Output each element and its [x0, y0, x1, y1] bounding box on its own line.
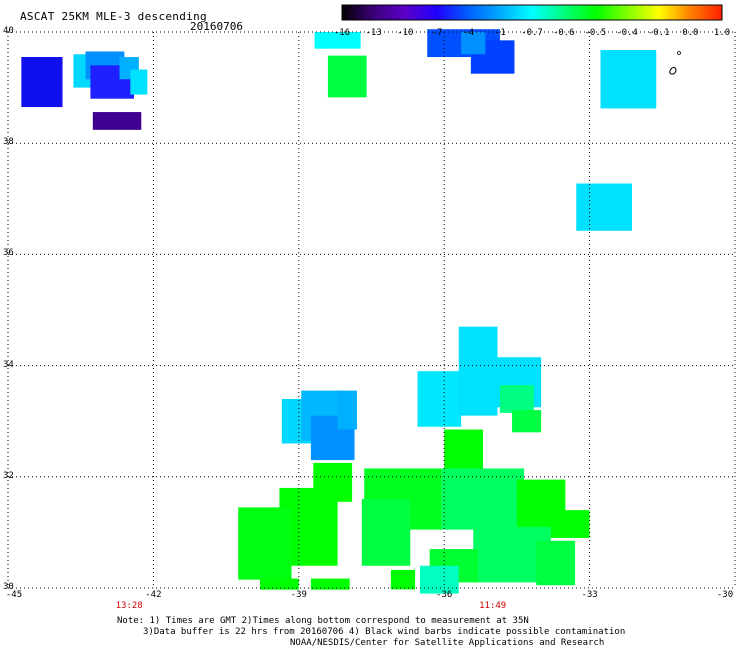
colorbar-tick-label: -7 — [431, 28, 443, 38]
lat-lon-grid — [7, 31, 736, 589]
colorbar-tick-label: -16 — [333, 28, 351, 38]
swath-cell — [327, 55, 367, 98]
colorbar-tick-label: 1.0 — [713, 28, 731, 38]
footer-note-line-1: Note: 1) Times are GMT 2)Times along bot… — [117, 616, 529, 626]
colorbar-tick-label: -0.5 — [584, 28, 607, 38]
swath-cell — [600, 50, 657, 109]
pass-time-label: 13:28 — [115, 601, 143, 611]
swath-cell — [458, 326, 498, 416]
colorbar-tick-label: -0.7 — [521, 28, 543, 38]
colorbar-tick-label: -1 — [494, 28, 506, 38]
colorbar-tick-label: 0.0 — [682, 28, 699, 38]
pass-time-label: 11:49 — [479, 601, 507, 611]
longitude-label: -36 — [436, 590, 453, 600]
swath-cell — [310, 578, 350, 590]
swath-cell — [499, 385, 534, 413]
swath-cell — [130, 69, 148, 95]
latitude-label: 34 — [3, 359, 14, 370]
footer-note-line-2: 3)Data buffer is 22 hrs from 20160706 4)… — [143, 627, 626, 637]
latitude-label: 32 — [3, 470, 14, 481]
latitude-label: 36 — [3, 248, 14, 259]
footer-credit: NOAA/NESDIS/Center for Satellite Applica… — [290, 638, 605, 648]
longitude-label: -45 — [5, 590, 23, 600]
swath-cell — [361, 499, 411, 566]
latitude-label: 38 — [3, 137, 14, 148]
swath-cell — [419, 565, 459, 594]
colorbar-tick-label: -4 — [463, 28, 475, 38]
colorbar-tick-label: -10 — [397, 28, 414, 38]
swath-cell — [337, 390, 357, 430]
longitude-label: -33 — [581, 590, 598, 600]
colorbar-tick-label: -0.4 — [616, 28, 638, 38]
swath-cell — [444, 429, 483, 475]
colorbar-tick-label: -0.1 — [647, 28, 670, 38]
longitude-label: -30 — [716, 590, 734, 600]
map-date: 20160706 — [190, 20, 243, 33]
swath-cell — [390, 569, 416, 590]
island-outline — [669, 51, 681, 75]
map-title: ASCAT 25KM MLE-3 descending — [20, 10, 207, 23]
swath-layer — [21, 29, 657, 594]
swath-cell — [550, 510, 590, 538]
swath-cell — [417, 371, 462, 427]
swath-cell — [238, 507, 292, 580]
swath-cell — [441, 468, 525, 530]
swath-cell — [314, 32, 361, 49]
colorbar-tick-label: -13 — [365, 28, 382, 38]
swath-cell — [21, 57, 63, 108]
swath-cell — [260, 578, 299, 590]
longitude-label: -42 — [145, 590, 162, 600]
swath-cell — [576, 183, 633, 231]
latitude-label: 30 — [3, 582, 14, 592]
colorbar-tick-label: -0.6 — [552, 28, 575, 38]
swath-cell — [536, 540, 576, 586]
swath-cell — [92, 112, 142, 130]
colorbar — [341, 4, 723, 21]
swath-cell — [461, 32, 486, 55]
colorbar-gradient — [341, 4, 723, 21]
swath-cell — [512, 410, 542, 433]
latitude-label: 40 — [3, 26, 14, 36]
longitude-label: -39 — [290, 590, 307, 600]
